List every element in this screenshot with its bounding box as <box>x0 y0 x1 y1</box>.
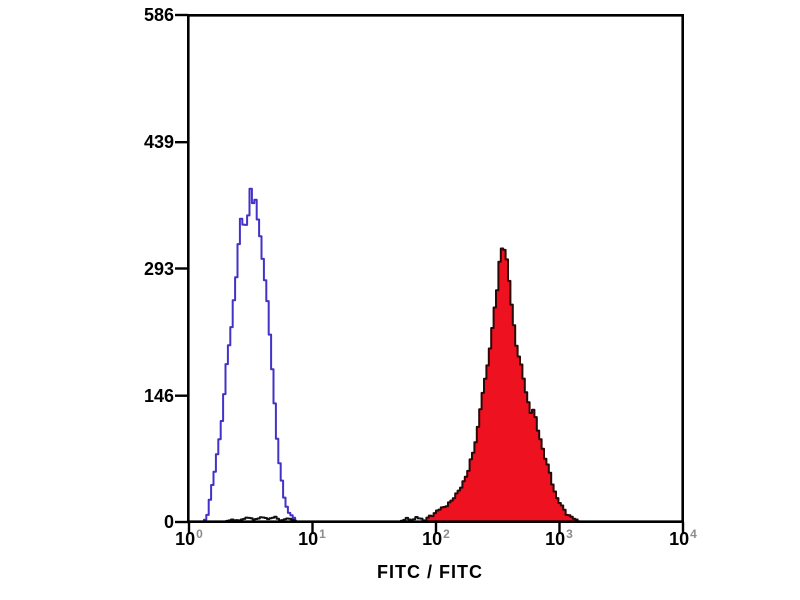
x-tick-exponent: 3 <box>566 527 573 541</box>
y-tick-label-586: 586 <box>143 5 174 25</box>
x-tick-label-1e0: 100 <box>161 527 217 551</box>
baseline-noise-left <box>225 515 299 523</box>
x-tick-base: 10 <box>422 529 443 549</box>
x-tick-exponent: 2 <box>443 527 450 541</box>
x-tick-exponent: 0 <box>196 527 203 541</box>
x-tick-base: 10 <box>298 529 319 549</box>
x-tick-label-1e3: 103 <box>531 527 587 551</box>
filled-stained-histogram <box>423 247 583 523</box>
histogram-series-layer <box>202 187 583 523</box>
y-tick-label-0: 0 <box>163 512 174 532</box>
y-tick-label-439: 439 <box>143 132 174 152</box>
x-tick-exponent: 4 <box>690 527 697 541</box>
y-tick-label-146: 146 <box>143 386 174 406</box>
y-tick-label-293: 293 <box>143 259 174 279</box>
x-tick-label-1e4: 104 <box>655 527 711 551</box>
open-control-histogram <box>202 187 298 523</box>
x-tick-label-1e1: 101 <box>284 527 340 551</box>
x-axis-title: FITC / FITC <box>377 562 483 582</box>
x-tick-label-1e2: 102 <box>408 527 464 551</box>
x-tick-base: 10 <box>545 529 566 549</box>
axis-tick-marks <box>175 13 685 534</box>
x-tick-exponent: 1 <box>319 527 326 541</box>
x-tick-base: 10 <box>175 529 196 549</box>
plot-border <box>187 14 684 523</box>
x-tick-base: 10 <box>669 529 690 549</box>
